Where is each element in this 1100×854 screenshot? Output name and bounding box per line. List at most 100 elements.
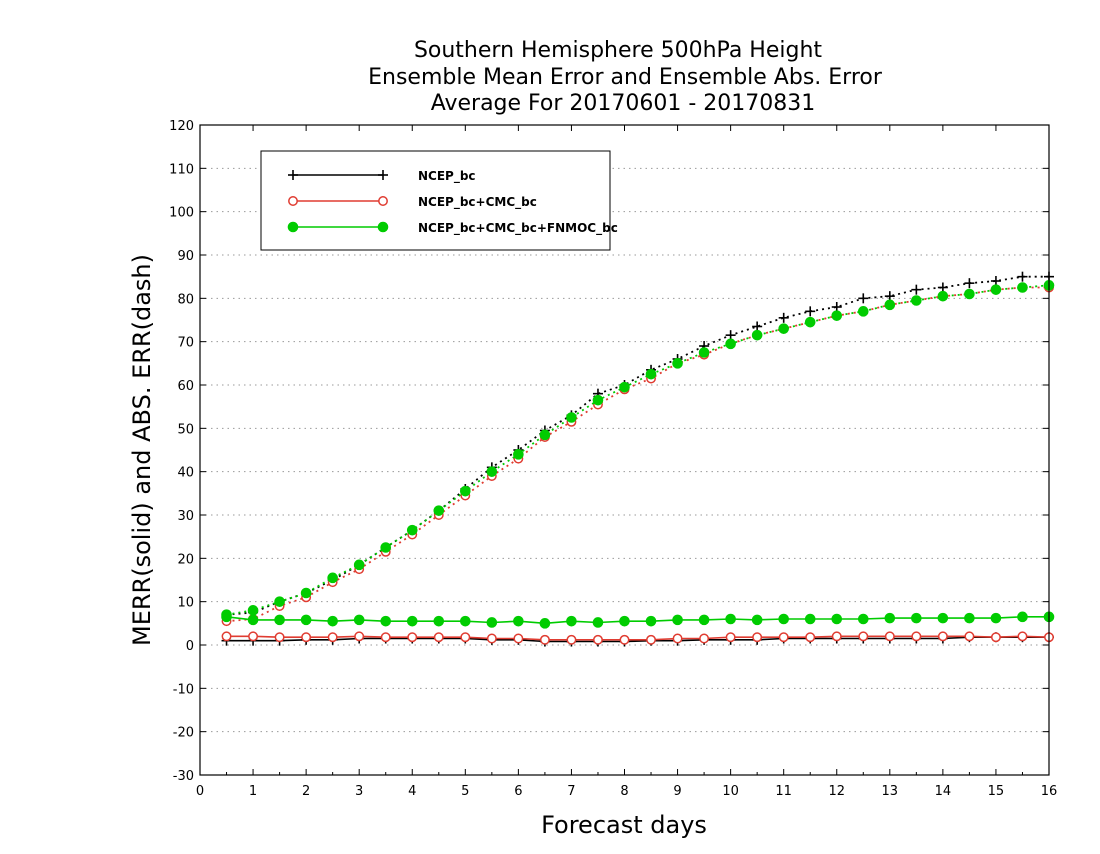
y-tick-label: -10 [173,682,194,697]
merr-point [619,634,630,645]
abs-err-point [566,412,577,423]
y-tick-label: 70 [177,336,194,351]
x-tick-label: 0 [196,784,204,799]
merr-point [380,632,391,643]
merr-point [990,632,1001,643]
y-tick-label: 40 [177,466,194,481]
abs-err-point [247,605,259,616]
legend-marker [288,196,298,206]
abs-err-point [831,302,842,312]
abs-err-point [751,329,763,341]
x-tick-label: 8 [620,784,628,799]
series-ncep-bc [221,271,1054,647]
series-lines [221,271,1055,647]
x-tick-label: 10 [722,784,739,799]
merr-point [460,615,471,627]
abs-err-point [884,299,896,311]
merr-point [592,617,604,628]
merr-point [778,613,789,625]
merr-point [990,612,1002,624]
legend-items: NCEP_bc NCEP_bc+CMC_bc NCEP_bc+CMC_bc+FNMO… [287,169,618,236]
abs-err-point [778,312,789,323]
abs-err-point [858,293,869,304]
x-tick-label: 12 [828,784,845,799]
merr-point [752,632,763,643]
legend-item-ncep-bc-cmc-bc: NCEP_bc+CMC_bc [288,195,537,210]
abs-err-point [327,572,338,584]
merr-point [778,632,789,643]
y-tick-label: 110 [169,162,194,177]
merr-point [698,614,710,626]
chart-title-line-1: Southern Hemisphere 500hPa Height [414,38,822,63]
abs-err-point [486,466,498,477]
merr-point [646,634,656,645]
legend-marker [378,196,388,206]
y-tick-label: 100 [169,206,194,221]
merr-point [964,612,975,624]
abs-err-point [964,278,975,289]
x-tick-label: 4 [408,784,416,799]
abs-err-point [990,284,1002,295]
series-ncep-bc-cmc-bc-fnmoc-bc [221,280,1055,629]
legend-item-ncep-bc-cmc-bc-fnmoc-bc: NCEP_bc+CMC_bc+FNMOC_bc [287,221,618,236]
series-ncep-bc-cmc-bc [221,282,1054,645]
abs-err-point [513,449,524,460]
merr-point [327,632,338,643]
y-tick-label: 60 [177,379,194,394]
merr-point [857,613,869,625]
abs-err-point [698,347,710,358]
x-tick-label: 15 [988,784,1005,799]
merr-point [672,614,683,626]
merr-point [513,615,524,627]
y-tick-label: 0 [186,639,194,654]
abs-err-point [619,381,630,393]
abs-err-point [1017,282,1028,293]
merr-point [248,631,259,642]
x-tick-label: 9 [673,784,681,799]
x-tick-label: 16 [1041,784,1058,799]
merr-point [274,614,285,626]
abs-err-point [725,330,736,341]
y-tick-label: 120 [169,119,194,134]
abs-err-point [433,505,445,516]
legend-item-ncep-bc: NCEP_bc [288,169,476,184]
y-axis-label: MERR(solid) and ABS. ERR(dash) [128,254,156,646]
merr-point [1017,611,1028,623]
merr-point [486,633,497,644]
merr-point [301,632,312,643]
abs-err-point [831,310,843,321]
x-tick-label: 11 [775,784,792,799]
merr-point [433,632,444,643]
merr-point [460,632,471,643]
legend: NCEP_bc NCEP_bc+CMC_bc NCEP_bc+CMC_bc+FNMO… [260,150,618,251]
x-axis-label: Forecast days [541,811,707,839]
legend-marker [288,170,298,180]
abs-err-point [672,358,683,369]
chart-title-line-3: Average For 20170601 - 20170831 [431,91,816,116]
abs-err-point [406,524,418,536]
merr-point [380,615,392,627]
merr-point [964,631,975,642]
x-tick-label: 13 [882,784,899,799]
x-tick-label: 7 [567,784,575,799]
abs-err-point [1017,271,1028,282]
abs-err-point [990,276,1001,286]
abs-err-point [937,290,949,302]
merr-point [353,614,365,626]
x-tick-label: 14 [935,784,952,799]
x-tick-label: 5 [461,784,469,799]
abs-err-point [725,338,736,350]
merr-point [645,615,657,627]
merr-point [911,612,922,624]
merr-point [513,633,524,644]
abs-err-point [274,596,285,607]
merr-line-ncep-bc-cmc-bc-fnmoc-bc [226,615,1049,625]
y-tick-label: 20 [177,552,194,567]
abs-err-point [911,295,922,306]
abs-err-point [805,306,816,317]
merr-point [406,615,418,627]
abs-err-point [460,485,471,497]
merr-point [725,632,736,643]
